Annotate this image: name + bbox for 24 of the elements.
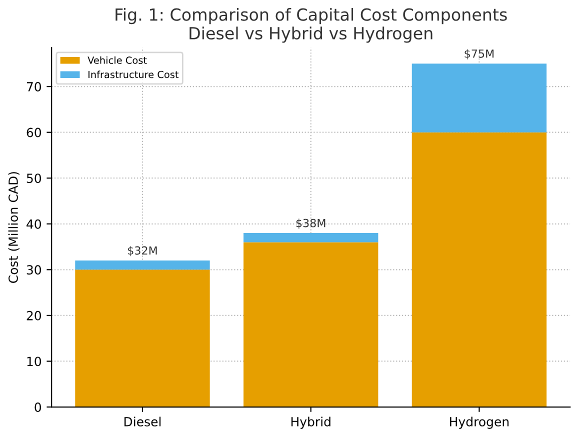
- total-label: $32M: [128, 246, 157, 256]
- legend-label: Infrastructure Cost: [88, 70, 179, 78]
- y-tick-label: 0: [34, 402, 42, 412]
- y-tick-label: 60: [26, 128, 42, 138]
- total-label: $75M: [464, 49, 494, 60]
- chart-title: Fig. 1: Comparison of Capital Cost Components Diesel vs Hybrid vs Hydrogen: [116, 8, 507, 43]
- y-axis-title: Cost (Million CAD): [8, 172, 20, 283]
- x-tick-label: Hybrid: [291, 416, 330, 429]
- y-tick-label: 50: [26, 174, 42, 184]
- bar: [75, 270, 210, 408]
- y-tick-label: 20: [26, 310, 42, 320]
- bar: [244, 233, 378, 242]
- legend-label: Vehicle Cost: [88, 56, 147, 64]
- y-tick-label: 10: [27, 356, 42, 366]
- x-tick-label: Diesel: [124, 416, 161, 426]
- y-tick-label: 40: [26, 219, 42, 229]
- bar: [75, 260, 210, 270]
- y-tick-label: 70: [26, 82, 42, 92]
- bar: [244, 242, 378, 408]
- x-tick-label: Hydrogen: [450, 416, 509, 429]
- y-tick-label: 30: [26, 265, 42, 275]
- total-label: $38M: [296, 218, 326, 229]
- bar: [412, 64, 547, 132]
- bar: [412, 132, 547, 408]
